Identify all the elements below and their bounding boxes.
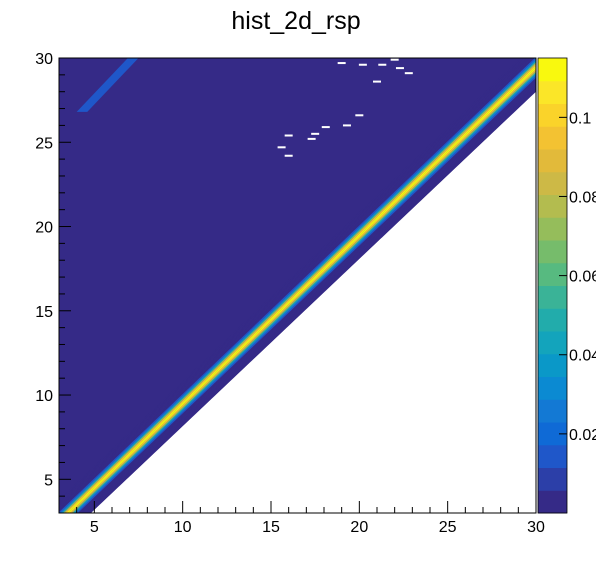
colorbar-frame: [537, 57, 568, 514]
colorbar-swatch: [538, 399, 567, 423]
y-tick-label: 20: [35, 220, 53, 237]
plot-frame: [58, 57, 537, 514]
heatmap-empty-bin: [311, 132, 320, 135]
x-tick-label: 30: [527, 519, 545, 536]
y-tick-label: 5: [44, 472, 53, 489]
colorbar-swatch: [538, 80, 567, 104]
colorbar-tick-label: 0.08: [569, 189, 596, 206]
colorbar-swatch: [538, 171, 567, 195]
y-tick-label: 30: [35, 51, 53, 68]
y-tick-label: 15: [35, 304, 53, 321]
y-tick-label: 25: [35, 135, 53, 152]
colorbar-swatch: [538, 422, 567, 446]
colorbar-swatch: [538, 376, 567, 400]
heatmap-empty-bin: [404, 72, 413, 75]
heatmap-empty-bin: [284, 154, 293, 157]
heatmap-corner-streak: [76, 58, 139, 112]
heatmap-empty-bin: [342, 124, 351, 127]
heatmap-empty-bin: [284, 134, 293, 137]
colorbar-swatch: [538, 58, 567, 82]
y-tick-label: 10: [35, 388, 53, 405]
colorbar-swatch: [538, 467, 567, 491]
heatmap-band-strip: [59, 58, 533, 511]
heatmap-band-strip: [59, 58, 522, 502]
colorbar-swatch: [538, 262, 567, 286]
heatmap-empty-bin: [355, 114, 364, 117]
heatmap-cells: [59, 58, 536, 513]
heatmap-empty-bin: [277, 146, 286, 149]
heatmap-empty-bin: [321, 126, 330, 129]
heatmap-band-strip: [59, 58, 535, 513]
x-tick-label: 5: [90, 519, 99, 536]
colorbar-swatch: [538, 285, 567, 309]
heatmap-empty-bin: [307, 137, 316, 140]
heatmap-band-strip: [66, 65, 536, 513]
heatmap-empty-bin: [395, 67, 404, 70]
heatmap-plot-area: [59, 58, 536, 513]
heatmap-empty-bin: [390, 58, 399, 61]
heatmap-band-strip: [59, 58, 530, 508]
colorbar-swatch: [538, 149, 567, 173]
heatmap-band-strip: [59, 58, 532, 509]
colorbar-tick-label: 0.1: [569, 110, 591, 127]
colorbar-swatch: [538, 490, 567, 514]
heatmap-band-strip: [59, 58, 528, 506]
colorbar-swatch: [538, 240, 567, 264]
heatmap-empty-bin: [358, 63, 367, 66]
colorbar-swatch: [538, 217, 567, 241]
colorbar-tick-label: 0.04: [569, 348, 596, 365]
chart-title: hist_2d_rsp: [231, 7, 360, 35]
heatmap-band-strip: [59, 58, 536, 513]
colorbar-swatch: [538, 331, 567, 355]
colorbar-swatch: [538, 126, 567, 150]
x-tick-label: 20: [350, 519, 368, 536]
colorbar-tick-label: 0.06: [569, 269, 596, 286]
colorbar-swatch: [538, 444, 567, 468]
colorbar-swatch: [538, 194, 567, 218]
axes: 5 10 15 20 25 30 5 10 15 20 25 30: [35, 51, 545, 536]
heatmap-band-strip: [87, 88, 536, 513]
x-tick-label: 15: [262, 519, 280, 536]
heatmap-empty-bin: [373, 80, 381, 83]
x-tick-label: 10: [174, 519, 192, 536]
color-scale-bar: 0.02 0.04 0.06 0.08 0.1: [537, 57, 596, 514]
colorbar-swatch: [538, 353, 567, 377]
x-tick-label: 25: [439, 519, 457, 536]
heatmap-empty-bin: [337, 62, 346, 65]
heatmap-empty-region: [91, 91, 536, 513]
heatmap-band-strip: [59, 58, 524, 503]
heatmap-band-strip: [59, 58, 526, 505]
colorbar-swatch: [538, 308, 567, 332]
heatmap-empty-bin: [378, 63, 387, 66]
colorbar-tick-label: 0.02: [569, 427, 596, 444]
colorbar-swatch: [538, 103, 567, 127]
